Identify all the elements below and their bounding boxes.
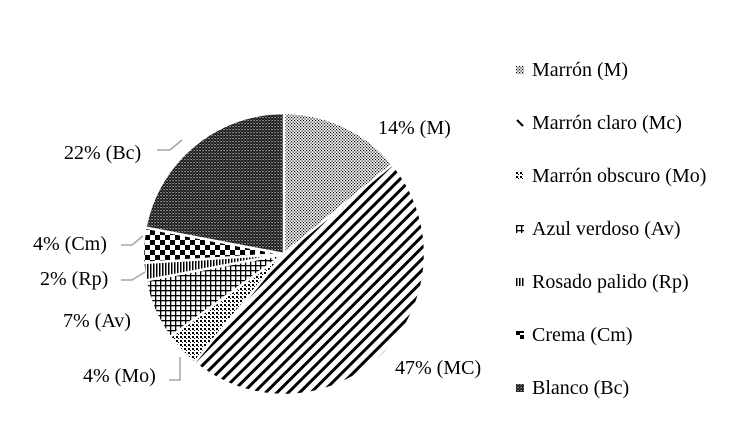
legend-label: Blanco (Bc) <box>532 377 630 399</box>
fine-dots-swatch-icon <box>516 66 524 74</box>
legend-label: Crema (Cm) <box>532 324 633 346</box>
legend-label: Marrón obscuro (Mo) <box>532 165 707 187</box>
leader-line-bc <box>157 139 183 151</box>
pie-slice-bc <box>144 111 286 256</box>
data-label-cm: 4% (Cm) <box>33 233 107 255</box>
checkerboard-swatch-icon <box>516 331 524 339</box>
legend-label: Rosado palido (Rp) <box>532 271 689 293</box>
legend-label: Azul verdoso (Av) <box>532 218 681 240</box>
data-label-av: 7% (Av) <box>63 310 131 332</box>
leader-lines <box>121 139 183 381</box>
data-label-bc: 22% (Bc) <box>64 142 142 164</box>
data-label-mo: 4% (Mo) <box>83 365 156 387</box>
leader-line-mo <box>169 357 181 381</box>
crosshatch-swatch-icon <box>516 384 524 392</box>
sparse-dots-swatch-icon <box>516 172 524 180</box>
legend-label: Marrón (M) <box>532 59 629 81</box>
legend-label: Marrón claro (Mc) <box>532 112 682 134</box>
pie-slice-m <box>282 111 395 257</box>
vertical-stripe-swatch-icon <box>516 278 524 286</box>
data-label-mc: 47% (MC) <box>395 357 482 379</box>
pie-slice-mc <box>192 162 427 397</box>
leader-line-rp <box>121 271 146 281</box>
grid-swatch-icon <box>516 225 524 233</box>
data-label-rp: 2% (Rp) <box>40 268 109 290</box>
diagonal-stripe-swatch-icon <box>516 119 524 127</box>
data-label-m: 14% (M) <box>378 117 451 139</box>
leader-line-cm <box>121 235 144 246</box>
pie-slices <box>141 111 427 397</box>
